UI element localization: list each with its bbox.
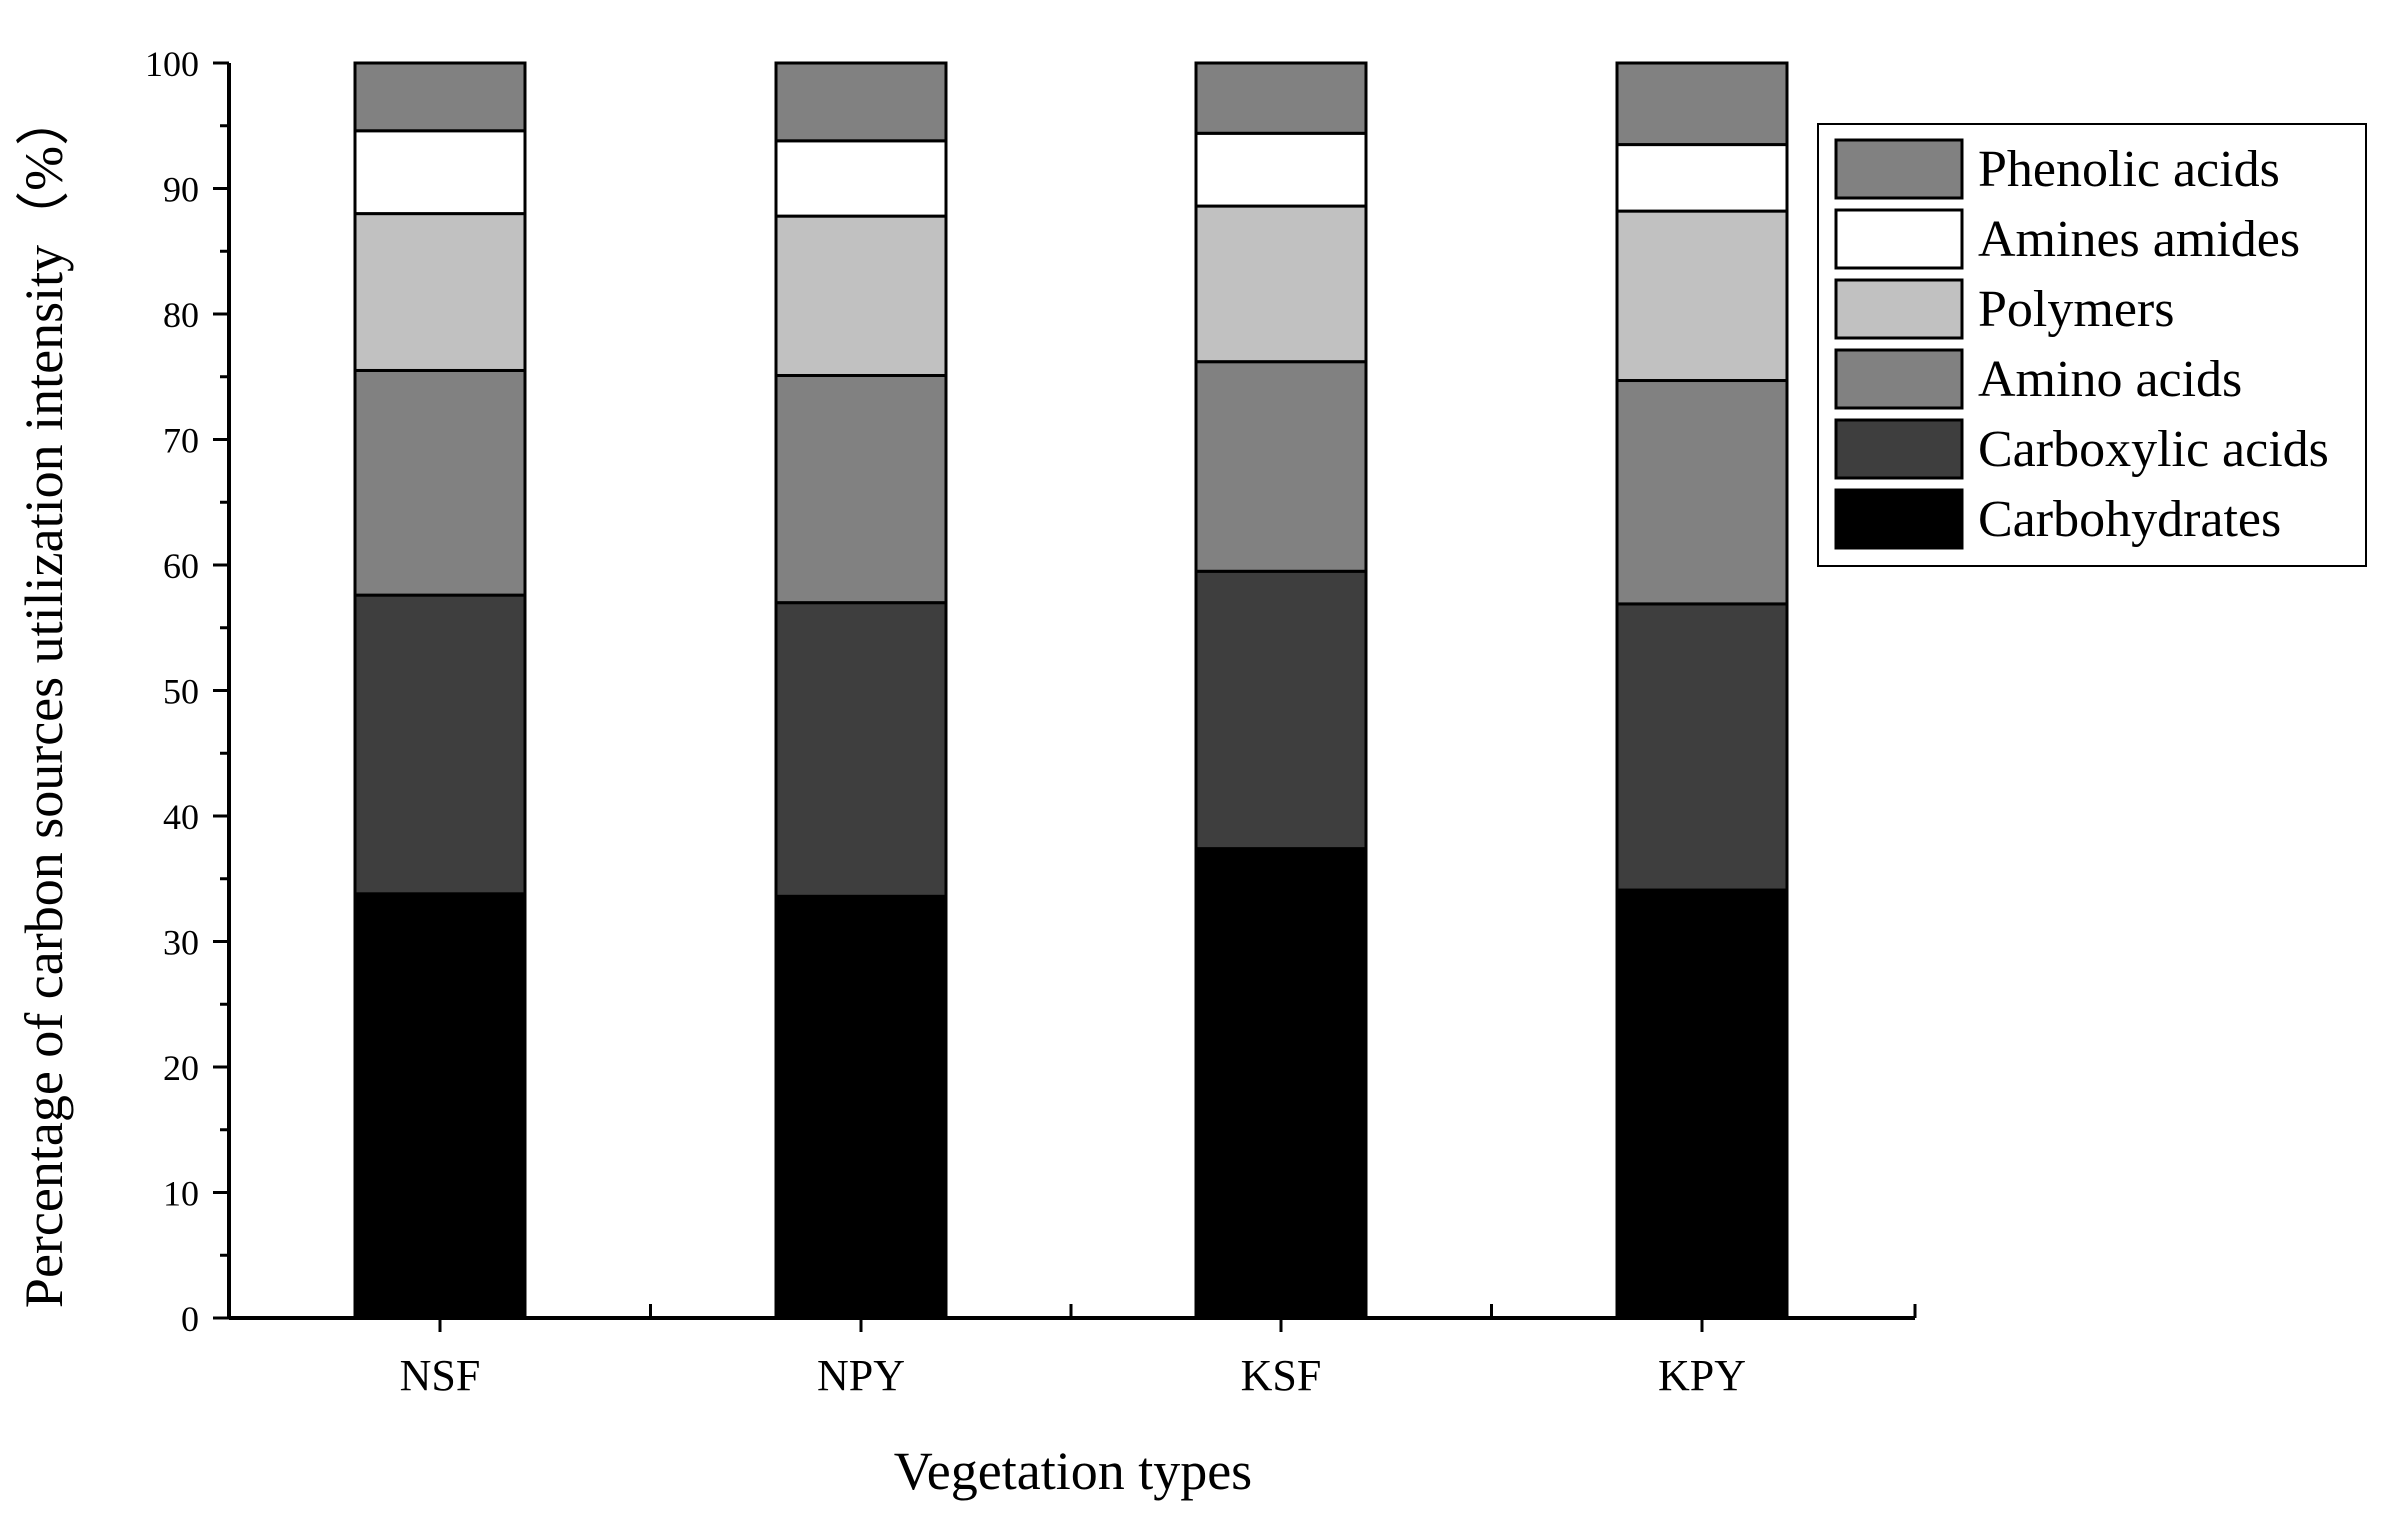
bar-segment-nsf-carboxylic-acids xyxy=(353,593,527,896)
bars-group xyxy=(353,61,1789,1320)
y-tick-label: 0 xyxy=(181,1299,199,1339)
bar-segment-nsf-amino-acids xyxy=(353,368,527,597)
bar-segment-kpy-carbohydrates xyxy=(1615,888,1789,1320)
y-tick-label: 20 xyxy=(163,1048,199,1088)
legend-swatch-amines-amides xyxy=(1834,208,1964,270)
bar-segment-npy-amino-acids xyxy=(774,373,948,605)
bar-segment-ksf-amines-amides xyxy=(1194,131,1368,208)
bar-segment-kpy-polymers xyxy=(1615,209,1789,383)
y-tick-label: 40 xyxy=(163,797,199,837)
bar-segment-ksf-phenolic-acids xyxy=(1194,61,1368,135)
y-tick-label: 60 xyxy=(163,546,199,586)
legend-swatch-carbohydrates xyxy=(1834,488,1964,550)
bar-segment-ksf-polymers xyxy=(1194,204,1368,364)
bar-segment-nsf-amines-amides xyxy=(353,129,527,216)
legend: Phenolic acids Amines amides Polymers Amino… xyxy=(1817,123,2367,567)
bar-segment-ksf-carbohydrates xyxy=(1194,847,1368,1320)
y-tick-group: 0 10 20 30 40 50 60 70 80 90 100 xyxy=(145,44,1917,1339)
bar-segment-nsf-phenolic-acids xyxy=(353,61,527,133)
bar-segment-npy-carboxylic-acids xyxy=(774,601,948,898)
y-tick-label: 50 xyxy=(163,672,199,712)
y-axis-title: Percentage of carbon sources utilization… xyxy=(14,92,74,1308)
x-tick-label-kpy: KPY xyxy=(1658,1351,1746,1400)
bar-segment-ksf-amino-acids xyxy=(1194,360,1368,573)
x-tick-label-group: NSF NPY KSF KPY xyxy=(400,1351,1746,1400)
bar-segment-kpy-phenolic-acids xyxy=(1615,61,1789,147)
bar-segment-npy-amines-amides xyxy=(774,139,948,218)
legend-label-phenolic-acids: Phenolic acids xyxy=(1978,141,2280,198)
bar-segment-npy-carbohydrates xyxy=(774,894,948,1320)
legend-label-carboxylic-acids: Carboxylic acids xyxy=(1978,421,2329,478)
legend-label-amines-amides: Amines amides xyxy=(1978,211,2300,268)
bar-segment-kpy-carboxylic-acids xyxy=(1615,602,1789,892)
legend-label-amino-acids: Amino acids xyxy=(1978,351,2242,408)
x-tick-label-ksf: KSF xyxy=(1241,1351,1322,1400)
legend-label-polymers: Polymers xyxy=(1978,281,2174,338)
legend-swatch-phenolic-acids xyxy=(1834,138,1964,200)
bar-segment-nsf-carbohydrates xyxy=(353,892,527,1320)
y-tick-label: 70 xyxy=(163,421,199,461)
x-axis-title: Vegetation types xyxy=(894,1441,1252,1501)
bar-segment-ksf-carboxylic-acids xyxy=(1194,569,1368,851)
x-tick-label-npy: NPY xyxy=(817,1351,905,1400)
legend-swatch-amino-acids xyxy=(1834,348,1964,410)
y-tick-label: 80 xyxy=(163,295,199,335)
legend-swatch-polymers xyxy=(1834,278,1964,340)
bar-segment-nsf-polymers xyxy=(353,212,527,372)
legend-label-carbohydrates: Carbohydrates xyxy=(1978,491,2281,548)
bar-segment-npy-polymers xyxy=(774,214,948,377)
legend-swatch-carboxylic-acids xyxy=(1834,418,1964,480)
bar-segment-kpy-amines-amides xyxy=(1615,143,1789,213)
y-tick-label: 10 xyxy=(163,1174,199,1214)
y-tick-label: 30 xyxy=(163,923,199,963)
y-tick-label: 100 xyxy=(145,44,199,84)
y-tick-label: 90 xyxy=(163,170,199,210)
bar-segment-kpy-amino-acids xyxy=(1615,379,1789,606)
bar-segment-npy-phenolic-acids xyxy=(774,61,948,143)
x-tick-label-nsf: NSF xyxy=(400,1351,481,1400)
